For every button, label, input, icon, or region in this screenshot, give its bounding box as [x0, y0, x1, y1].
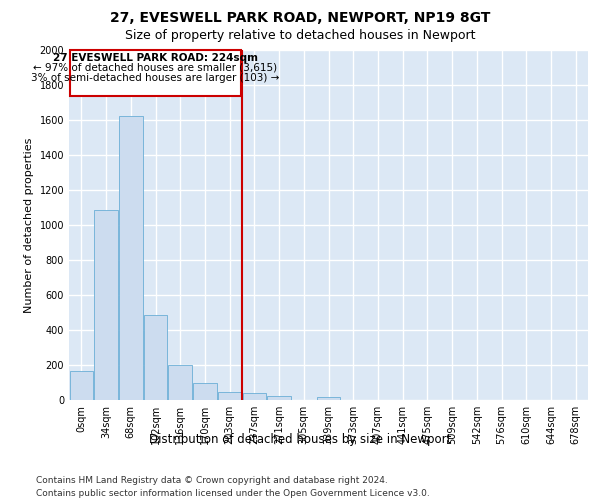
Bar: [169, 365, 192, 400]
Text: 3% of semi-detached houses are larger (103) →: 3% of semi-detached houses are larger (1…: [31, 72, 280, 83]
Text: Contains public sector information licensed under the Open Government Licence v3: Contains public sector information licen…: [36, 489, 430, 498]
FancyBboxPatch shape: [70, 50, 241, 96]
Text: Distribution of detached houses by size in Newport: Distribution of detached houses by size …: [149, 432, 451, 446]
Bar: [268, 396, 291, 400]
Y-axis label: Number of detached properties: Number of detached properties: [24, 138, 34, 312]
Bar: [144, 315, 167, 400]
Text: 27, EVESWELL PARK ROAD, NEWPORT, NP19 8GT: 27, EVESWELL PARK ROAD, NEWPORT, NP19 8G…: [110, 12, 490, 26]
Text: 27 EVESWELL PARK ROAD: 224sqm: 27 EVESWELL PARK ROAD: 224sqm: [53, 52, 258, 62]
Bar: [317, 396, 340, 400]
Bar: [70, 371, 93, 400]
Bar: [94, 210, 118, 400]
Bar: [218, 392, 241, 400]
Text: ← 97% of detached houses are smaller (3,615): ← 97% of detached houses are smaller (3,…: [34, 62, 278, 72]
Text: Contains HM Land Registry data © Crown copyright and database right 2024.: Contains HM Land Registry data © Crown c…: [36, 476, 388, 485]
Text: Size of property relative to detached houses in Newport: Size of property relative to detached ho…: [125, 28, 475, 42]
Bar: [119, 116, 143, 400]
Bar: [242, 394, 266, 400]
Bar: [193, 382, 217, 400]
